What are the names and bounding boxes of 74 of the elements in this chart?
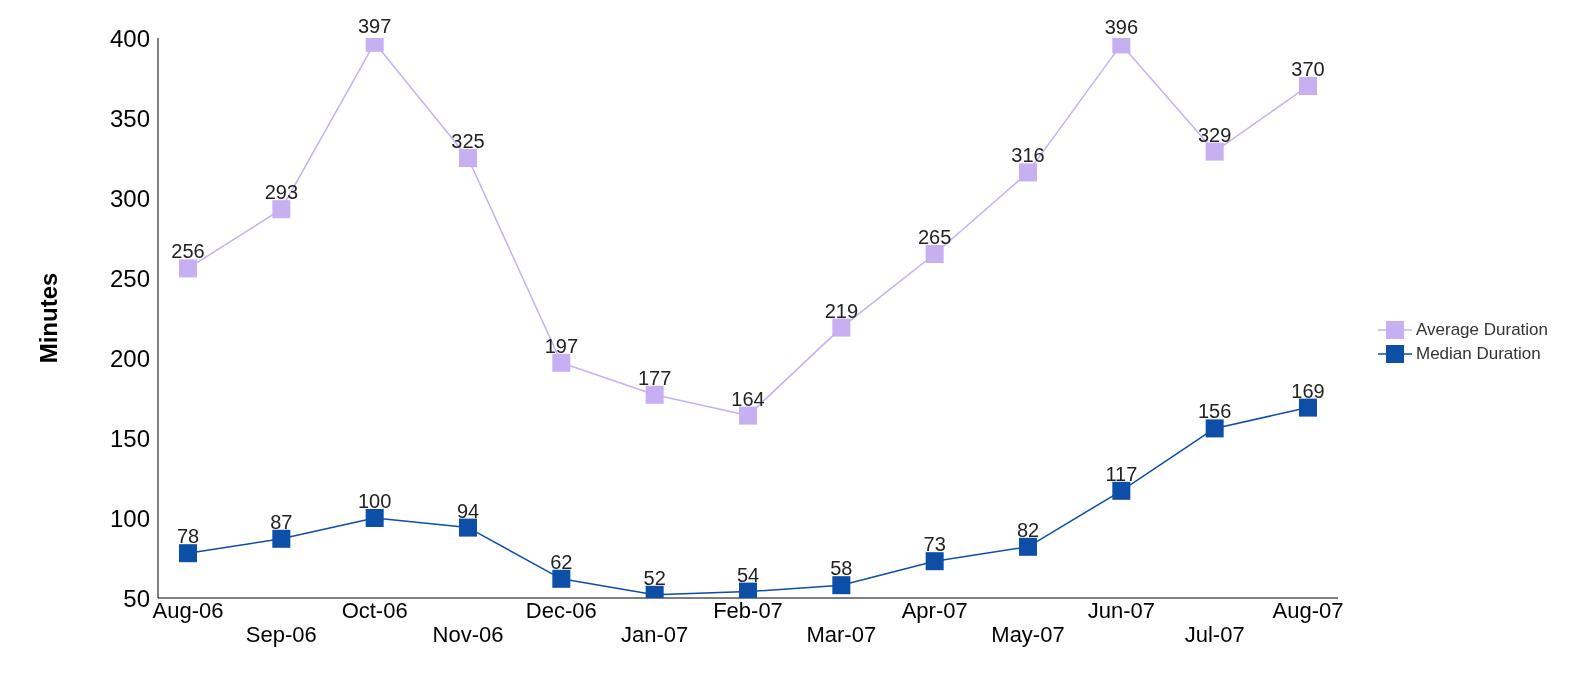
data-label: 397 [357, 14, 392, 37]
point [1019, 163, 1037, 182]
x-tick-label: Apr-07 [901, 598, 968, 623]
y-tick-label: 150 [109, 424, 150, 452]
x-tick-label: Aug-06 [152, 598, 224, 623]
data-label: 177 [637, 366, 672, 389]
data-label: 87 [270, 510, 293, 533]
data-label: 293 [264, 181, 299, 204]
point [1205, 142, 1224, 161]
y-tick-label: 350 [109, 104, 150, 132]
y-tick-label: 250 [109, 264, 150, 292]
point [179, 259, 197, 278]
point [272, 200, 291, 219]
data-label: 117 [1105, 462, 1138, 485]
point [1299, 77, 1317, 95]
data-label: 329 [1197, 123, 1232, 146]
x-tick-label: Jul-07 [1184, 622, 1245, 647]
point [925, 552, 944, 571]
x-tick-label: Sep-06 [245, 622, 317, 647]
point [272, 529, 291, 548]
data-label: 156 [1197, 400, 1232, 423]
point [832, 318, 851, 337]
data-label: 325 [451, 130, 485, 152]
point [645, 385, 664, 404]
point [365, 509, 384, 527]
x-tick-label: Mar-07 [806, 622, 877, 647]
point [459, 149, 477, 167]
point [925, 245, 944, 263]
point [179, 544, 197, 563]
data-label: 197 [544, 334, 579, 357]
y-tick-label: 200 [109, 344, 150, 372]
x-tick-label: Jun-07 [1087, 598, 1155, 623]
data-label: 94 [456, 499, 480, 522]
point [552, 569, 571, 588]
point [1112, 481, 1131, 500]
data-label: 58 [830, 557, 853, 580]
data-label: 265 [917, 226, 952, 248]
data-label: 100 [357, 490, 392, 512]
data-label: 396 [1104, 16, 1139, 39]
y-tick-label: 300 [109, 184, 150, 212]
point [832, 576, 851, 595]
data-label: 219 [824, 299, 859, 322]
point [459, 518, 477, 537]
y-tick-label: 400 [109, 24, 150, 52]
point [1019, 537, 1037, 556]
x-tick-label: May-07 [991, 622, 1065, 647]
x-tick-label: Jan-07 [621, 622, 689, 647]
legend-label: Average Duration [1416, 320, 1548, 340]
data-label: 82 [1016, 518, 1040, 541]
point [1112, 38, 1131, 54]
point [739, 406, 757, 425]
x-tick-label: Dec-06 [525, 598, 597, 623]
legend-label: Median Duration [1416, 344, 1541, 364]
y-axis-title: Minutes [34, 272, 62, 364]
x-tick-label: Aug-07 [1272, 598, 1344, 623]
data-label: 164 [731, 387, 765, 410]
y-tick-label: 100 [109, 504, 150, 532]
x-tick-label: Nov-06 [432, 622, 504, 647]
data-label: 62 [550, 550, 573, 573]
point [739, 582, 757, 598]
data-label: 256 [171, 240, 205, 263]
data-label: 169 [1291, 379, 1325, 402]
point [1205, 419, 1224, 438]
data-label: 370 [1291, 58, 1325, 80]
data-label: 73 [923, 533, 946, 556]
x-tick-label: Oct-06 [341, 598, 408, 623]
point [1299, 398, 1317, 417]
point [552, 353, 571, 372]
x-tick-label: Feb-07 [713, 598, 783, 623]
data-label: 316 [1011, 144, 1045, 167]
y-tick-label: 50 [123, 584, 150, 612]
data-label: 52 [643, 566, 666, 589]
data-label: 54 [736, 563, 760, 586]
data-label: 78 [176, 525, 200, 548]
